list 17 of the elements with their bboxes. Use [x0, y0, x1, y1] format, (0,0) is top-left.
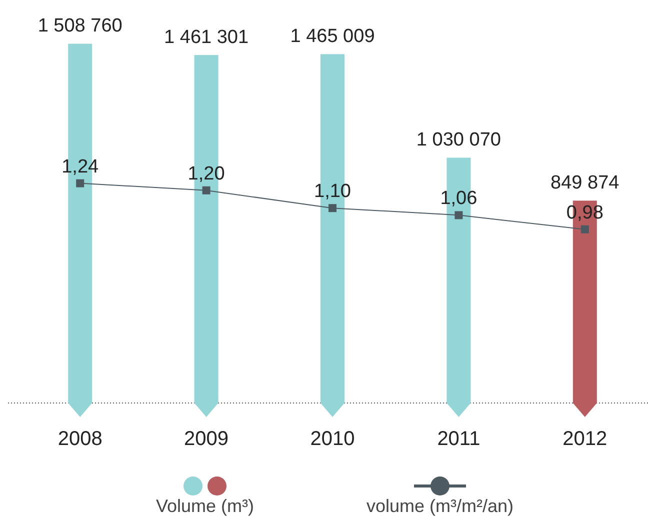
point — [76, 179, 84, 188]
legend-label: volume (m³/m²/an) — [366, 496, 514, 516]
x-tick-label: 2008 — [58, 428, 102, 450]
data-label: 1 461 301 — [164, 27, 249, 48]
x-tick-label: 2011 — [437, 428, 480, 450]
data-label: 849 874 — [550, 172, 620, 194]
point — [202, 186, 210, 194]
x-tick-label: 2012 — [562, 428, 608, 450]
point — [580, 225, 589, 234]
data-label: 1 030 070 — [416, 130, 501, 151]
point — [454, 211, 463, 220]
data-label: 1 465 009 — [290, 26, 375, 48]
x-tick-label: 2009 — [184, 428, 229, 450]
x-tick-label: 2010 — [310, 428, 355, 450]
point — [328, 204, 336, 212]
legend-label: Volume (m³) — [156, 496, 254, 516]
data-label: 1 508 760 — [38, 16, 122, 37]
